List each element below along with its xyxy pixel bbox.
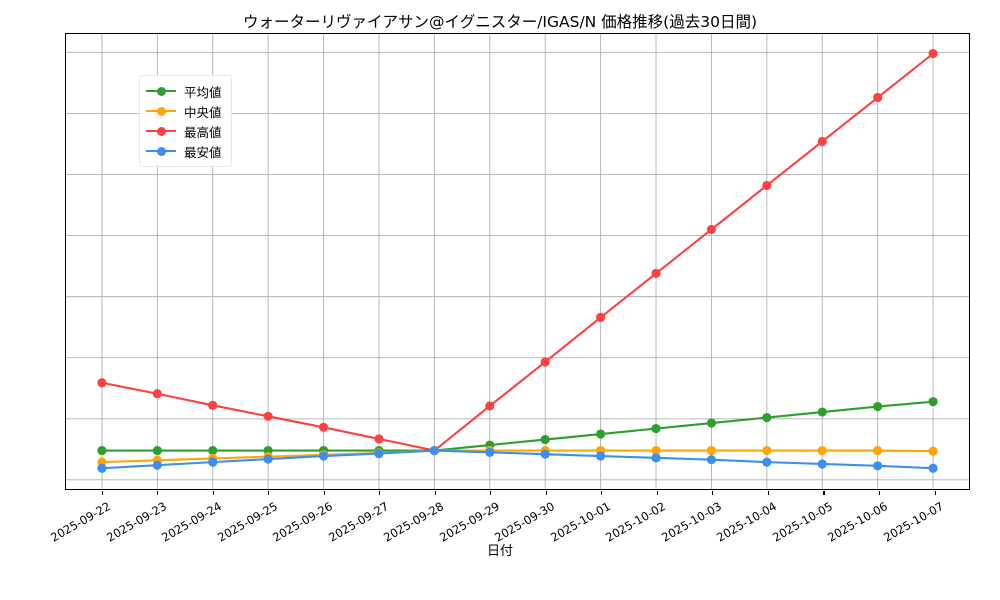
data-point-marker [97,445,107,456]
data-point-marker [596,429,606,439]
data-point-marker [706,224,717,235]
data-point-marker [485,401,495,411]
data-point-marker [873,461,883,471]
data-point-marker [152,389,162,399]
data-point-marker [263,454,273,464]
legend-marker-icon [146,104,176,118]
x-tick-mark [323,491,325,495]
chart-legend: 平均値中央値最高値最安値 [139,75,232,167]
data-point-marker [873,445,883,456]
data-point-marker [374,434,384,444]
data-point-marker [928,446,938,456]
legend-item[interactable]: 中央値 [146,101,222,121]
data-point-marker [152,445,162,456]
data-point-marker [762,412,772,423]
x-tick-mark [490,491,492,495]
series-line [100,449,935,470]
data-point-marker [429,445,439,456]
legend-item[interactable]: 平均値 [146,81,222,101]
data-point-marker [762,457,772,467]
x-tick-mark [268,491,270,495]
x-tick-mark [101,491,103,495]
x-tick-mark [823,491,825,495]
data-point-marker [873,401,883,412]
legend-marker-icon [146,84,176,98]
data-point-marker [97,378,107,388]
data-point-marker [485,447,495,457]
x-axis-label: 日付 [486,544,513,559]
data-point-marker [374,448,384,459]
legend-item-label: 最高値 [184,124,222,140]
data-point-marker [817,459,827,469]
x-tick-mark [212,491,214,495]
data-point-marker [706,418,717,428]
data-point-marker [651,445,661,456]
x-tick-mark [712,491,714,495]
data-point-marker [97,463,107,473]
data-point-marker [817,136,827,147]
data-point-marker [540,434,550,445]
legend-item[interactable]: 最安値 [146,141,222,161]
data-point-marker [873,92,883,103]
data-point-marker [208,400,218,410]
legend-item-label: 最安値 [184,144,222,160]
data-point-marker [651,453,661,463]
data-point-marker [596,451,606,461]
data-point-marker [318,451,329,461]
series-line [100,52,935,452]
data-point-marker [263,411,273,421]
x-tick-mark [878,491,881,495]
data-point-marker [762,445,772,456]
legend-item-label: 中央値 [184,104,222,120]
legend-item-label: 平均値 [184,84,222,100]
legend-item[interactable]: 最高値 [146,121,222,141]
x-tick-mark [601,491,603,495]
series-lines [97,48,938,473]
data-point-marker [208,457,218,467]
data-point-marker [706,455,717,465]
data-point-marker [651,268,661,278]
data-point-marker [928,463,938,473]
x-tick-mark [157,491,159,495]
data-point-marker [152,460,162,470]
plot-area: 0100200300400500600700 2025-09-222025-09… [48,33,970,545]
data-point-marker [318,422,329,432]
data-point-marker [706,445,717,456]
data-point-marker [928,397,938,407]
data-point-marker [208,445,218,456]
x-tick-mark [545,491,547,495]
data-point-marker [928,48,938,59]
legend-marker-icon [146,124,176,138]
data-point-marker [762,180,772,191]
series-line [100,400,935,452]
data-point-marker [651,423,661,434]
x-tick-mark [934,491,936,495]
x-tick-mark [434,491,436,495]
x-tick-mark [656,491,658,495]
x-tick-mark [767,491,769,495]
series-line [100,449,935,464]
data-point-marker [817,407,827,417]
data-point-marker [596,312,606,322]
data-point-marker [540,357,550,367]
data-point-marker [817,445,827,456]
legend-marker-icon [146,144,176,158]
data-point-marker [540,449,550,459]
x-tick-mark [379,491,381,495]
chart-title: ウォーターリヴァイアサン@イグニスター/IGAS/N 価格推移(過去30日間) [243,13,757,31]
